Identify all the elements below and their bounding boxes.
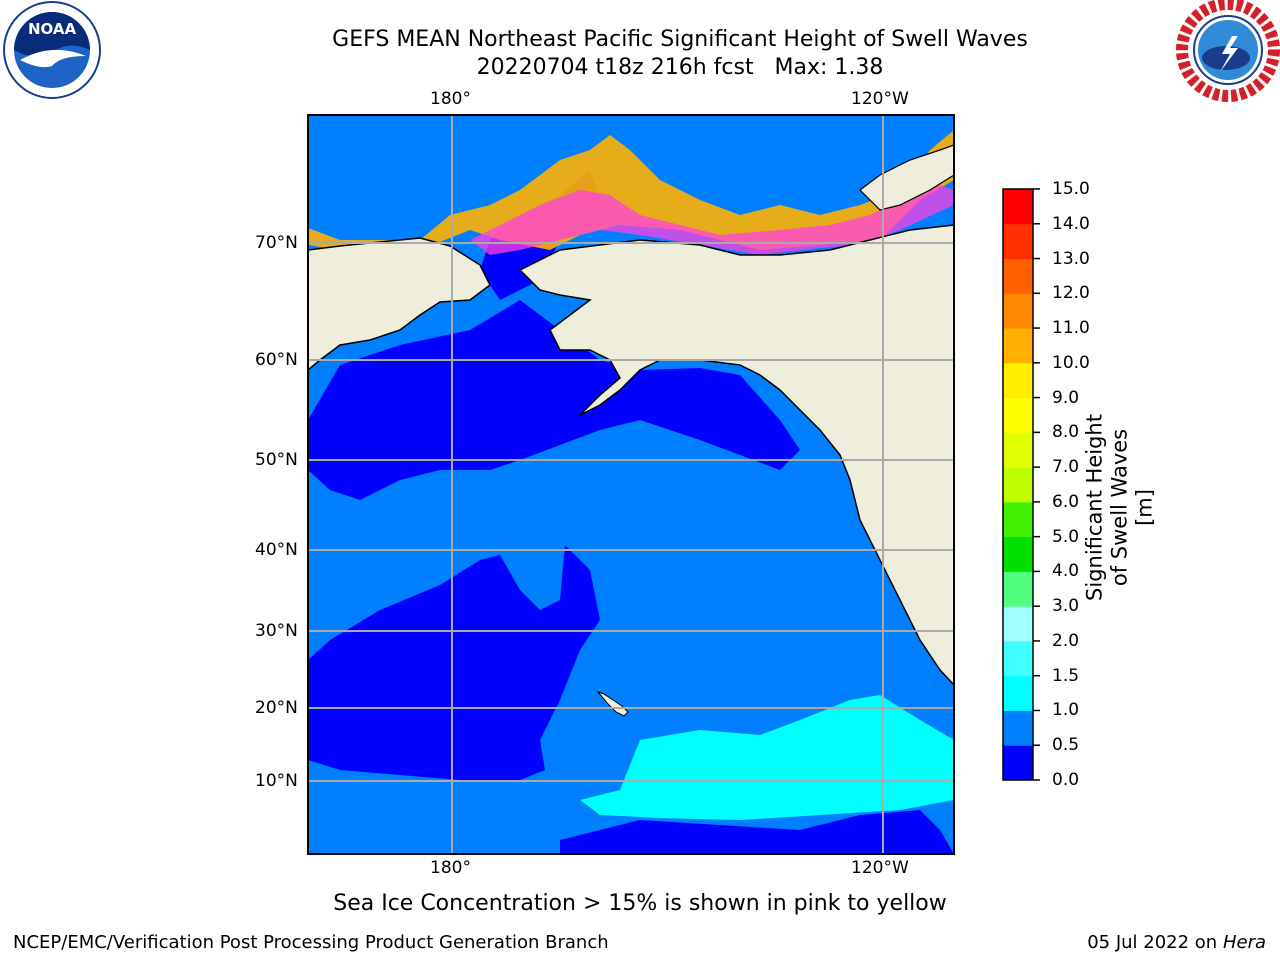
colorbar-tick-label: 0.0	[1052, 770, 1080, 790]
lat-label-70n: 70°N	[255, 233, 298, 253]
colorbar-title: Significant Height of Swell Waves [m]	[1082, 414, 1157, 601]
colorbar-tick-label: 11.0	[1052, 318, 1090, 339]
footer-date-text: 05 Jul 2022 on	[1087, 932, 1218, 953]
colorbar-swatch	[1003, 675, 1033, 711]
colorbar-frame	[1002, 188, 1034, 781]
swell-0-0.5-south	[560, 810, 954, 854]
colorbar-ticks	[1033, 188, 1040, 781]
colorbar-tick-label: 8.0	[1052, 422, 1080, 443]
lon-label-bottom-120w: 120°W	[851, 858, 909, 878]
colorbar-swatch	[1003, 710, 1033, 746]
swell-1.0-1.5-patch	[580, 695, 954, 820]
map-frame	[307, 114, 955, 855]
footer-host: Hera	[1222, 932, 1266, 953]
svg-text:NOAA: NOAA	[28, 20, 77, 38]
footer-date: 05 Jul 2022 on Hera	[1087, 932, 1266, 953]
sea-ice-note: Sea Ice Concentration > 15% is shown in …	[333, 891, 947, 916]
noaa-logo: NOAA	[3, 1, 101, 99]
colorbar-tick-label: 2.0	[1052, 630, 1080, 651]
lon-label-top-180: 180°	[430, 89, 471, 109]
footer-branch: NCEP/EMC/Verification Post Processing Pr…	[13, 932, 609, 953]
lon-label-top-120w: 120°W	[851, 89, 909, 109]
colorbar-tick-label: 3.0	[1052, 596, 1080, 617]
colorbar-tick-label: 7.0	[1052, 457, 1080, 478]
colorbar-swatch	[1003, 189, 1033, 225]
nws-logo	[1176, 0, 1280, 102]
colorbar-tick-label: 6.0	[1052, 491, 1080, 512]
land-siberia	[308, 237, 491, 371]
chart-title: GEFS MEAN Northeast Pacific Significant …	[180, 26, 1180, 82]
title-line-1: GEFS MEAN Northeast Pacific Significant …	[332, 27, 1028, 52]
colorbar-swatch	[1003, 571, 1033, 607]
colorbar-tick-label: 5.0	[1052, 526, 1080, 547]
graticule	[308, 115, 954, 854]
colorbar-swatch	[1003, 223, 1033, 260]
colorbar-swatch	[1003, 432, 1033, 468]
colorbar-tick-label: 12.0	[1052, 283, 1090, 304]
colorbar-swatch	[1003, 467, 1033, 503]
colorbar-tick-label: 4.0	[1052, 561, 1080, 582]
colorbar-swatch	[1003, 501, 1033, 538]
lat-label-20n: 20°N	[255, 698, 298, 718]
colorbar-tick-label: 15.0	[1052, 179, 1090, 199]
colorbar	[1003, 189, 1033, 781]
swell-0-0.5-north	[308, 300, 800, 500]
colorbar-swatch	[1003, 640, 1033, 677]
sea-ice-fringe	[308, 130, 954, 255]
colorbar-swatch	[1003, 362, 1033, 399]
colorbar-tick-label: 1.5	[1052, 665, 1080, 686]
colorbar-swatch	[1003, 328, 1033, 364]
colorbar-tick-label: 0.5	[1052, 735, 1080, 756]
colorbar-tick-label: 9.0	[1052, 387, 1080, 408]
colorbar-tick-label: 1.0	[1052, 700, 1080, 721]
lat-label-50n: 50°N	[255, 450, 298, 470]
colorbar-swatch	[1003, 293, 1033, 329]
lon-label-bottom-180: 180°	[430, 858, 471, 878]
lat-label-30n: 30°N	[255, 621, 298, 641]
title-line-2: 20220704 t18z 216h fcst Max: 1.38	[476, 55, 884, 80]
colorbar-swatch	[1003, 258, 1033, 294]
lat-label-40n: 40°N	[255, 540, 298, 560]
land-north-america	[518, 224, 954, 687]
swell-0-0.5-subtropic	[308, 545, 600, 780]
colorbar-swatch	[1003, 745, 1033, 781]
lat-label-60n: 60°N	[255, 350, 298, 370]
colorbar-swatch	[1003, 397, 1033, 433]
colorbar-tick-label: 10.0	[1052, 352, 1090, 373]
sea-ice-pink	[470, 185, 954, 255]
lat-label-10n: 10°N	[255, 771, 298, 791]
colorbar-tick-label: 13.0	[1052, 248, 1090, 269]
colorbar-tick-label: 14.0	[1052, 213, 1090, 234]
colorbar-swatch	[1003, 606, 1033, 642]
colorbar-swatch	[1003, 536, 1033, 572]
map-plot	[308, 115, 954, 854]
